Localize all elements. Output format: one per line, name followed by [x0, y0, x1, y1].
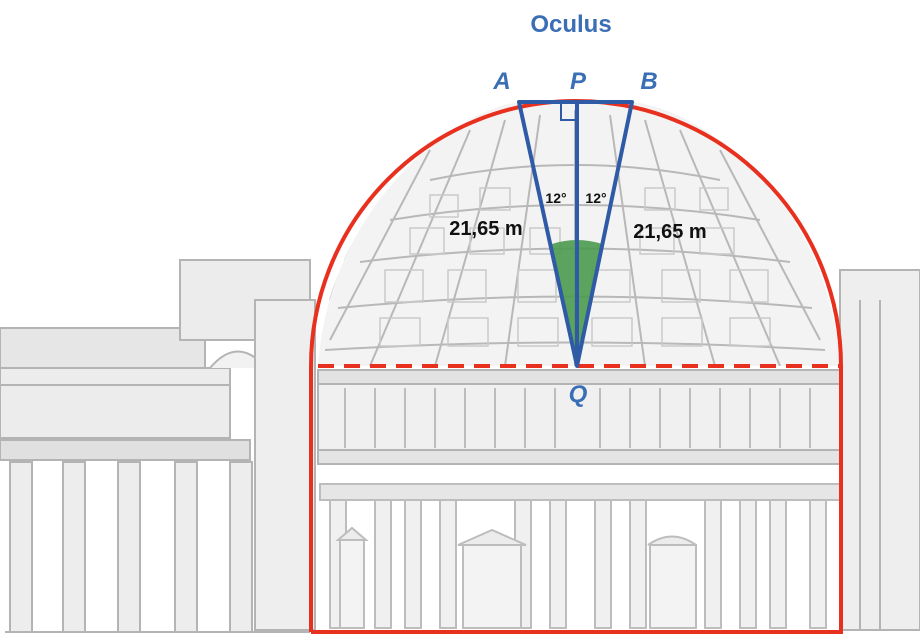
point-p-label: P	[570, 68, 587, 95]
angle-right-label: 12°	[585, 190, 606, 206]
length-left-label: 21,65 m	[449, 218, 522, 240]
point-a-label: A	[492, 68, 510, 95]
point-q-label: Q	[569, 381, 588, 408]
portico-roof	[0, 328, 205, 368]
angle-left-label: 12°	[545, 190, 566, 206]
portico-entablature	[0, 368, 230, 438]
interior-columns	[320, 484, 840, 628]
point-b-label: B	[640, 68, 657, 95]
title-oculus: Oculus	[530, 11, 611, 38]
length-right-label: 21,65 m	[633, 221, 706, 243]
